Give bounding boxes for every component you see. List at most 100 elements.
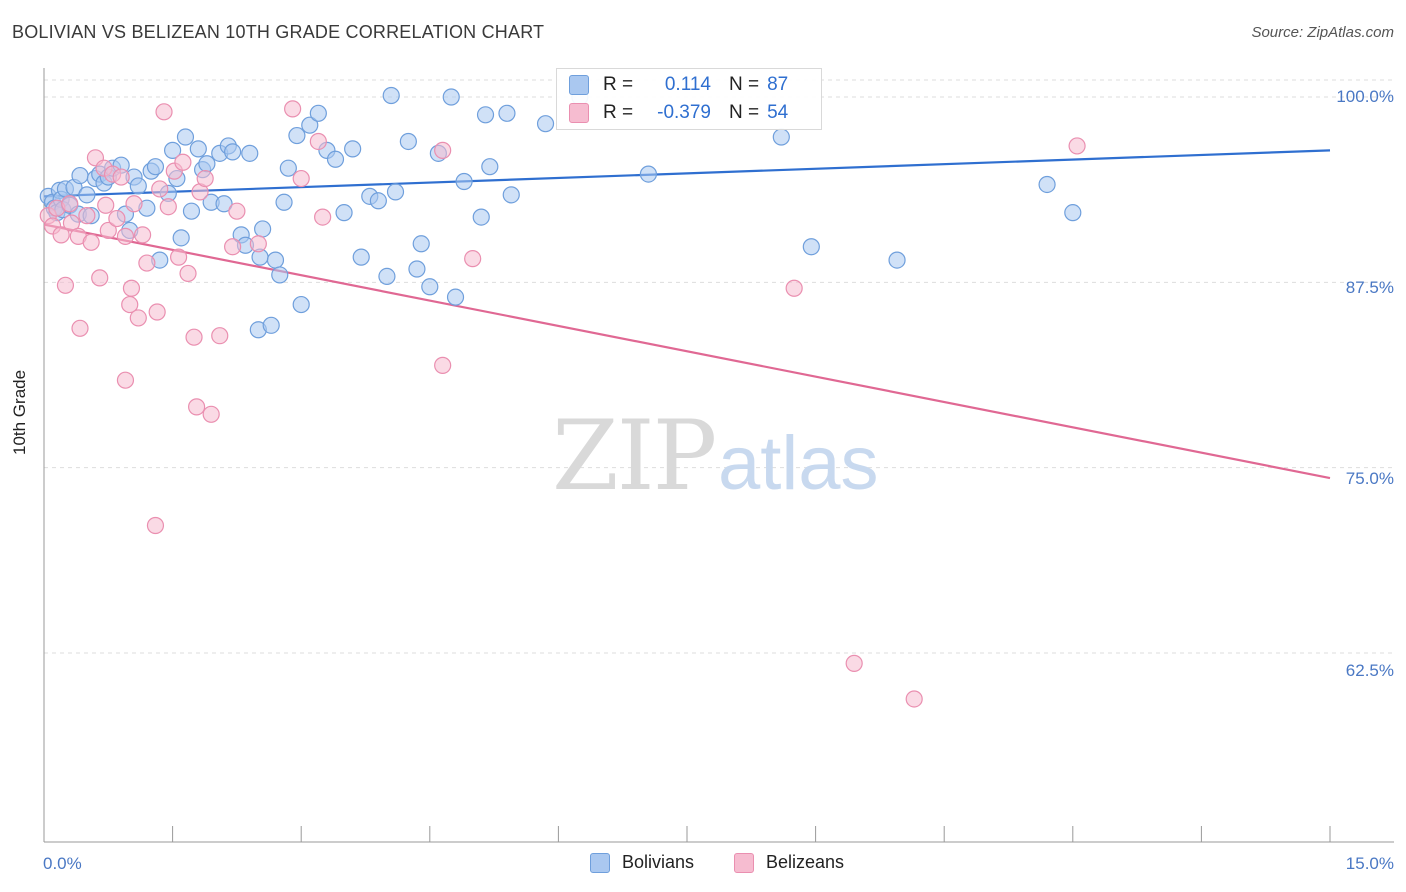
- x-tick-label: 0.0%: [43, 854, 82, 873]
- bolivian-point: [386, 183, 405, 201]
- belizean-point: [138, 254, 156, 272]
- belizean-point: [61, 195, 79, 213]
- bolivian-point: [301, 116, 319, 134]
- belizean-point: [91, 269, 109, 287]
- belizean-point: [129, 309, 147, 327]
- watermark-atlas: atlas: [718, 421, 879, 506]
- belizean-point: [174, 153, 192, 171]
- belizean-point: [56, 276, 75, 294]
- belizean-point: [99, 221, 117, 240]
- source-label: Source: ZipAtlas.com: [1251, 24, 1394, 41]
- n-label: N =: [729, 74, 760, 95]
- r-value: 0.114: [664, 74, 711, 95]
- bolivian-point: [254, 220, 272, 238]
- n-value: 54: [767, 102, 789, 123]
- bolivian-point: [271, 266, 289, 284]
- bolivian-point: [224, 143, 242, 161]
- belizean-point: [464, 250, 482, 268]
- trend-lines: [43, 149, 1331, 480]
- belizean-point: [133, 226, 152, 244]
- belizean-point: [1068, 137, 1086, 155]
- y-tick-label: 87.5%: [1345, 278, 1394, 297]
- belizean-point: [905, 690, 923, 708]
- bolivian-point: [129, 177, 147, 195]
- bolivian-point: [198, 155, 216, 173]
- belizean-point: [211, 327, 229, 345]
- belizean-point: [185, 328, 203, 346]
- belizeans-trend-line: [43, 223, 1331, 480]
- bolivian-point: [455, 172, 473, 191]
- bolivian-point: [369, 192, 387, 210]
- belizean-point: [146, 516, 165, 535]
- belizean-point: [62, 214, 81, 232]
- belizean-point: [112, 168, 130, 186]
- bolivian-point: [309, 104, 327, 122]
- bolivian-point: [802, 238, 820, 256]
- bolivian-point: [262, 316, 280, 334]
- n-value: 87: [767, 74, 789, 95]
- belizean-point: [284, 100, 302, 118]
- belizean-point: [434, 356, 452, 374]
- belizean-point: [188, 398, 206, 416]
- bolivian-point: [275, 193, 293, 211]
- bolivian-point: [335, 204, 353, 222]
- belizeans-legend-swatch: [734, 852, 754, 873]
- bolivians-swatch: [569, 75, 589, 95]
- stats-row-belizeans: R = -0.379 N = 54: [569, 100, 788, 126]
- bolivian-point: [1038, 175, 1056, 194]
- bolivian-point: [78, 186, 96, 204]
- bolivian-point: [502, 186, 520, 204]
- bolivians-legend-swatch: [590, 852, 610, 873]
- belizean-point: [170, 248, 188, 266]
- belizean-point: [314, 208, 332, 226]
- r-label: R =: [603, 102, 634, 123]
- belizean-point: [196, 169, 214, 188]
- belizean-point: [202, 405, 220, 423]
- bolivian-point: [472, 208, 490, 226]
- bolivian-point: [279, 159, 297, 177]
- bolivian-point: [536, 115, 555, 133]
- r-value: -0.379: [657, 102, 711, 123]
- belizean-point: [845, 654, 863, 672]
- belizean-point: [151, 180, 169, 198]
- data-points: [39, 86, 1086, 708]
- bolivian-point: [476, 106, 495, 124]
- bolivian-point: [421, 278, 439, 296]
- belizean-point: [97, 196, 115, 214]
- belizean-point: [52, 226, 70, 244]
- bolivian-point: [446, 288, 465, 306]
- belizean-point: [155, 103, 173, 121]
- x-tick-label: 15.0%: [1345, 854, 1394, 873]
- bolivian-point: [182, 202, 201, 220]
- belizean-point: [148, 303, 166, 321]
- bolivian-point: [888, 251, 906, 269]
- bolivian-point: [408, 260, 426, 278]
- bolivian-point: [176, 128, 195, 146]
- belizean-point: [292, 169, 310, 188]
- y-axis-label: 10th Grade: [10, 369, 29, 455]
- legend-item-belizeans: Belizeans: [734, 852, 844, 873]
- belizean-point: [159, 198, 177, 216]
- belizean-point: [116, 371, 135, 389]
- bolivian-point: [215, 195, 233, 213]
- belizean-point: [122, 279, 141, 297]
- bolivian-point: [772, 128, 790, 146]
- y-tick-label: 75.0%: [1345, 469, 1394, 488]
- bolivian-point: [412, 235, 430, 253]
- belizean-point: [71, 319, 89, 337]
- bolivian-point: [288, 126, 306, 145]
- stats-legend: R = 0.114 N = 87 R = -0.379 N = 54: [556, 68, 822, 130]
- r-label: R =: [603, 74, 634, 95]
- belizean-point: [434, 141, 452, 159]
- watermark-zip: ZIP: [552, 400, 717, 512]
- bolivian-point: [498, 104, 516, 122]
- belizean-point: [228, 202, 246, 220]
- legend-label: Bolivians: [622, 852, 695, 872]
- bolivian-point: [481, 158, 499, 176]
- belizean-point: [249, 235, 267, 253]
- grid-lines: [44, 79, 1394, 654]
- stats-row-bolivians: R = 0.114 N = 87: [569, 72, 788, 98]
- bolivians-trend-line: [43, 149, 1331, 198]
- belizean-point: [116, 227, 135, 245]
